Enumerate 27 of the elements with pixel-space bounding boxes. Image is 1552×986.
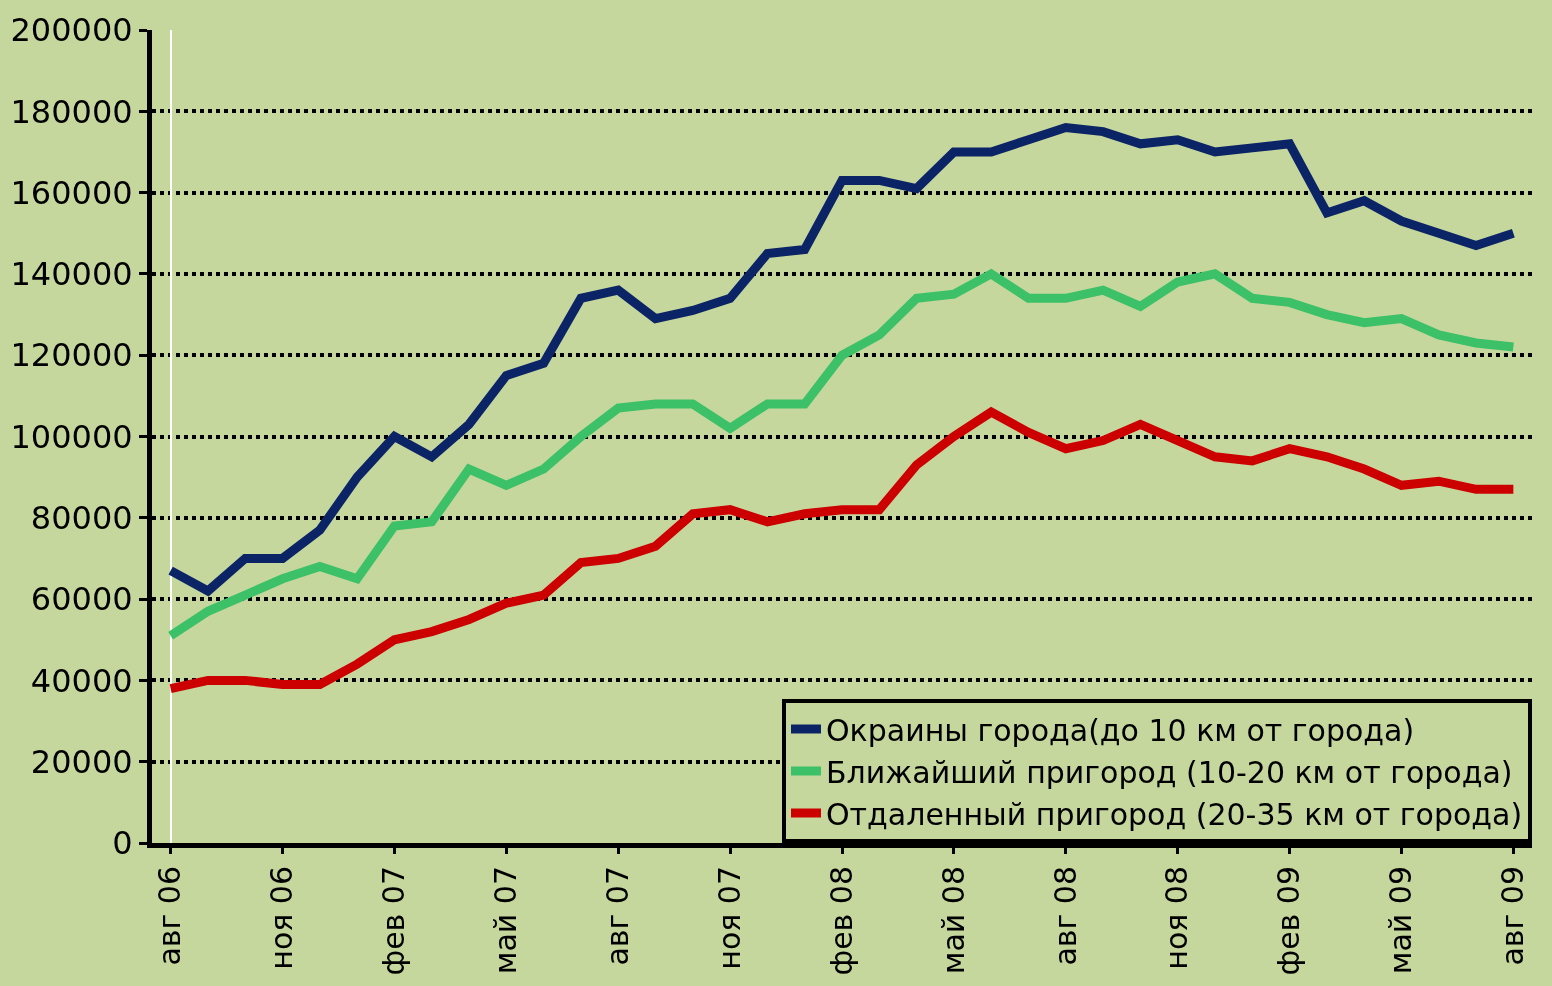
- x-tick-label: авг 07: [599, 866, 635, 966]
- y-tick-label: 160000: [10, 173, 133, 212]
- y-tick-label: 0: [112, 824, 133, 863]
- y-tick-label: 40000: [30, 661, 133, 700]
- x-tick-label: ноя 06: [264, 866, 300, 970]
- x-tick-label: фев 07: [376, 866, 412, 976]
- x-tick-label: ноя 08: [1159, 866, 1195, 970]
- legend-label: Отдаленный пригород (20-35 км от города): [826, 796, 1523, 832]
- x-tick-label: ноя 07: [711, 866, 747, 970]
- x-tick-label: фев 08: [823, 866, 859, 976]
- x-tick-label: фев 09: [1271, 866, 1307, 976]
- x-tick-label: авг 09: [1495, 866, 1531, 966]
- x-tick-label: май 09: [1383, 866, 1419, 975]
- y-tick-label: 200000: [10, 11, 133, 50]
- y-tick-label: 180000: [10, 92, 133, 131]
- x-tick-label: авг 08: [1047, 866, 1083, 966]
- y-tick-label: 120000: [10, 336, 133, 375]
- y-tick-label: 140000: [10, 255, 133, 294]
- y-tick-label: 80000: [30, 499, 133, 537]
- y-tick-label: 100000: [10, 417, 133, 456]
- y-tick-label: 20000: [30, 742, 133, 781]
- y-tick-label: 60000: [30, 580, 133, 619]
- legend-label: Ближайший пригород (10-20 км от города): [826, 754, 1513, 790]
- legend-label: Окраины города(до 10 км от города): [826, 712, 1415, 748]
- x-tick-label: май 08: [935, 866, 971, 975]
- x-tick-label: май 07: [488, 866, 524, 975]
- x-tick-label: авг 06: [152, 866, 188, 966]
